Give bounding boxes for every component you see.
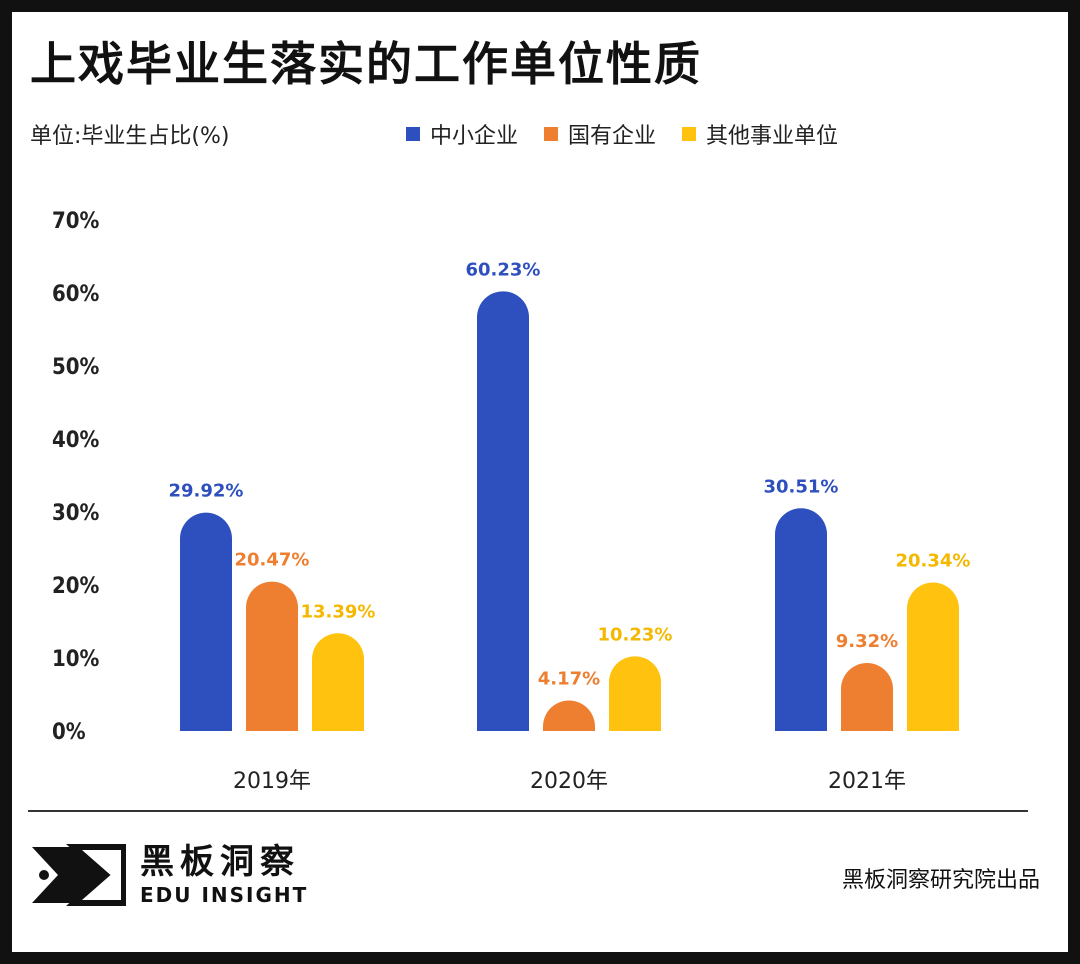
bar [609, 656, 661, 731]
legend-label-sme: 中小企业 [430, 124, 519, 149]
y-tick-label: 40% [52, 428, 100, 453]
data-label: 60.23% [466, 259, 541, 280]
bar [841, 662, 893, 731]
y-tick-label: 70% [52, 209, 100, 234]
legend-item-sme: 中小企业 [406, 118, 518, 150]
legend-swatch-other [682, 127, 697, 141]
bar [543, 700, 595, 731]
bar [246, 581, 298, 731]
y-tick-label: 60% [52, 282, 100, 307]
bar [312, 633, 364, 731]
x-category-label: 2021年 [828, 769, 906, 794]
x-category-label: 2020年 [530, 769, 608, 794]
page-title: 上戏毕业生落实的工作单位性质 [30, 37, 702, 91]
data-label: 29.92% [169, 481, 244, 502]
y-tick-label: 20% [52, 574, 100, 599]
brand-logo: 黑板洞察 EDU INSIGHT [30, 842, 308, 908]
y-tick-label: 50% [52, 355, 100, 380]
eye-logo-icon [32, 844, 126, 906]
chart-card [12, 12, 1068, 952]
data-label: 10.23% [598, 624, 673, 645]
legend-label-soe: 国有企业 [568, 124, 657, 149]
legend-swatch-soe [544, 127, 559, 141]
footer-divider [28, 810, 1028, 812]
bar [907, 582, 959, 731]
data-label: 9.32% [836, 631, 898, 652]
legend-item-other: 其他事业单位 [682, 118, 838, 150]
bar [180, 512, 233, 731]
bar [775, 508, 827, 731]
legend-swatch-sme [406, 127, 420, 141]
data-label: 20.34% [896, 551, 971, 572]
legend-label-other: 其他事业单位 [706, 124, 839, 149]
x-category-label: 2019年 [233, 769, 311, 794]
y-tick-label: 30% [52, 501, 100, 526]
y-tick-label: 0% [52, 720, 86, 745]
data-label: 4.17% [538, 669, 600, 690]
data-label: 13.39% [301, 601, 376, 622]
legend: 中小企业 国有企业 其他事业单位 [406, 118, 838, 150]
credit-text: 黑板洞察研究院出品 [841, 868, 1040, 893]
data-label: 30.51% [764, 476, 839, 497]
y-tick-label: 10% [52, 647, 100, 672]
unit-label: 单位:毕业生占比(%) [30, 124, 230, 149]
bar [477, 291, 529, 731]
legend-item-soe: 国有企业 [544, 118, 656, 150]
data-label: 20.47% [235, 550, 310, 571]
logo-text-en: EDU INSIGHT [140, 883, 309, 907]
logo-text-cn: 黑板洞察 [140, 842, 300, 882]
